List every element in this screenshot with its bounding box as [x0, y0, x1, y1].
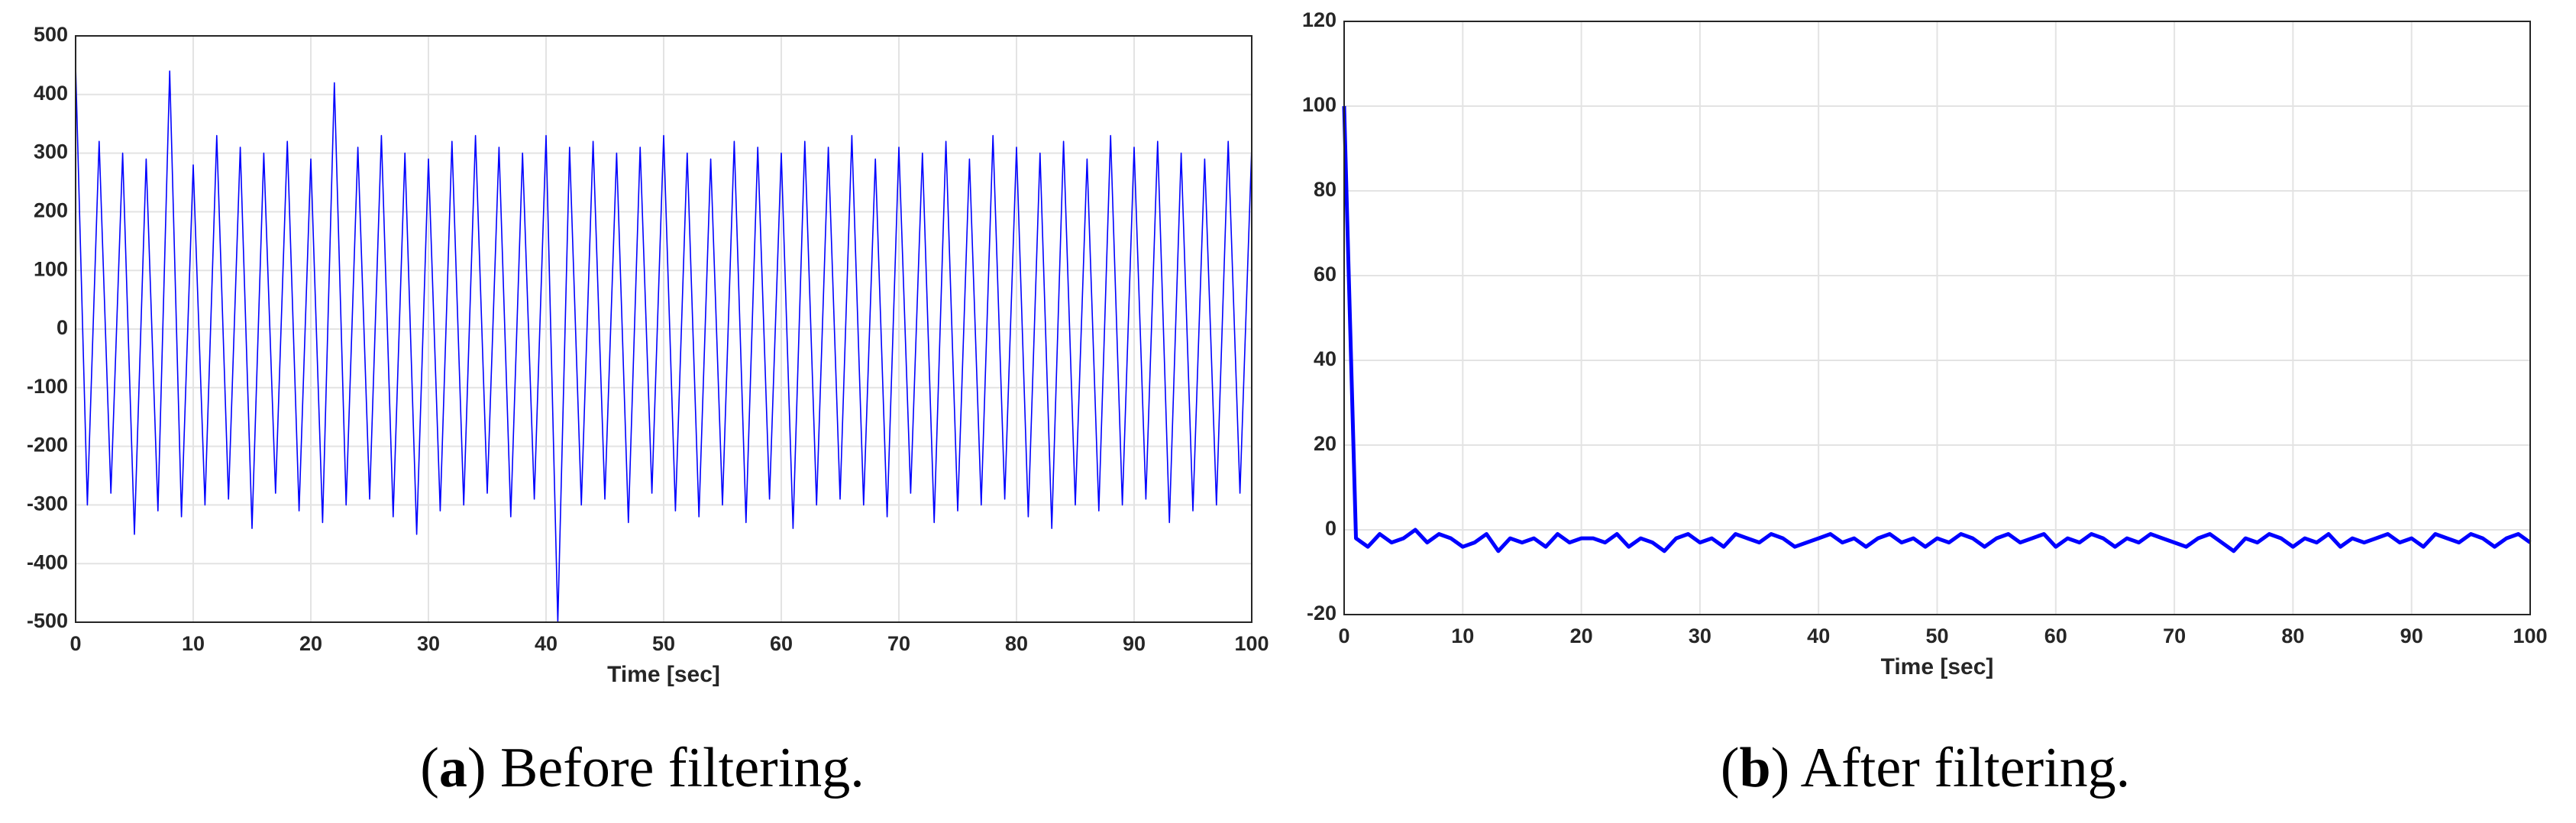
- data-line: [75, 65, 1252, 623]
- y-tick-label: 500: [34, 23, 68, 46]
- y-tick-label: -100: [27, 375, 68, 398]
- y-tick-label: 100: [34, 257, 68, 280]
- y-tick-label: 40: [1314, 347, 1336, 370]
- y-tick-label: 80: [1314, 178, 1336, 201]
- y-tick-label: -200: [27, 434, 68, 457]
- y-tick-label: 0: [57, 316, 68, 339]
- x-tick-label: 60: [2044, 625, 2067, 647]
- y-tick-label: 20: [1314, 432, 1336, 455]
- caption-part: (: [1721, 737, 1740, 799]
- y-tick-label: -500: [27, 609, 68, 632]
- x-tick-label: 30: [1689, 625, 1711, 647]
- x-tick-label: 90: [2400, 625, 2423, 647]
- x-tick-label: 70: [2163, 625, 2186, 647]
- y-tick-label: 100: [1302, 93, 1336, 116]
- axes-frame: [75, 35, 1252, 623]
- x-tick-label: 10: [182, 632, 205, 655]
- y-tick-label: 60: [1314, 263, 1336, 286]
- y-tick-label: -300: [27, 492, 68, 515]
- x-tick-label: 20: [299, 632, 322, 655]
- y-tick-label: 400: [34, 82, 68, 105]
- x-tick-label: 30: [417, 632, 440, 655]
- x-tick-label: 0: [1338, 625, 1349, 647]
- x-tick-label: 20: [1570, 625, 1593, 647]
- data-line: [1342, 105, 2532, 554]
- caption-part: ) Before filtering.: [467, 737, 865, 799]
- chart: -500 -400 -300 -200 -100 0 100 200 300 400 500 0 10 2…: [27, 23, 1269, 799]
- x-tick-label: 70: [887, 632, 910, 655]
- x-tick-label: 60: [770, 632, 793, 655]
- x-tick-label: 40: [535, 632, 558, 655]
- caption-part: b: [1739, 737, 1770, 799]
- y-tick-label: 200: [34, 199, 68, 222]
- caption-part: a: [439, 737, 467, 799]
- y-tick-label: 120: [1302, 8, 1336, 31]
- x-tick-label: 80: [1005, 632, 1028, 655]
- y-tick-label: 0: [1325, 517, 1336, 540]
- x-axis-label: Time [sec]: [1881, 654, 1994, 679]
- caption-part: (: [420, 737, 439, 799]
- y-tick-label: -400: [27, 550, 68, 573]
- caption: (b) After filtering.: [1721, 737, 2130, 799]
- x-tick-label: 80: [2281, 625, 2304, 647]
- caption: (a) Before filtering.: [420, 737, 865, 799]
- x-tick-label: 50: [1925, 625, 1948, 647]
- x-tick-label: 40: [1807, 625, 1830, 647]
- x-tick-label: 50: [652, 632, 675, 655]
- x-tick-label: 100: [2513, 625, 2547, 647]
- x-tick-label: 0: [69, 632, 81, 655]
- y-tick-label: -20: [1307, 602, 1336, 625]
- x-tick-label: 10: [1451, 625, 1474, 647]
- axes-frame: [1343, 21, 2531, 615]
- y-tick-label: 300: [34, 140, 68, 163]
- x-tick-label: 100: [1234, 632, 1269, 655]
- x-axis-label: Time [sec]: [607, 662, 720, 687]
- caption-part: ) After filtering.: [1771, 737, 2131, 799]
- x-tick-label: 90: [1123, 632, 1146, 655]
